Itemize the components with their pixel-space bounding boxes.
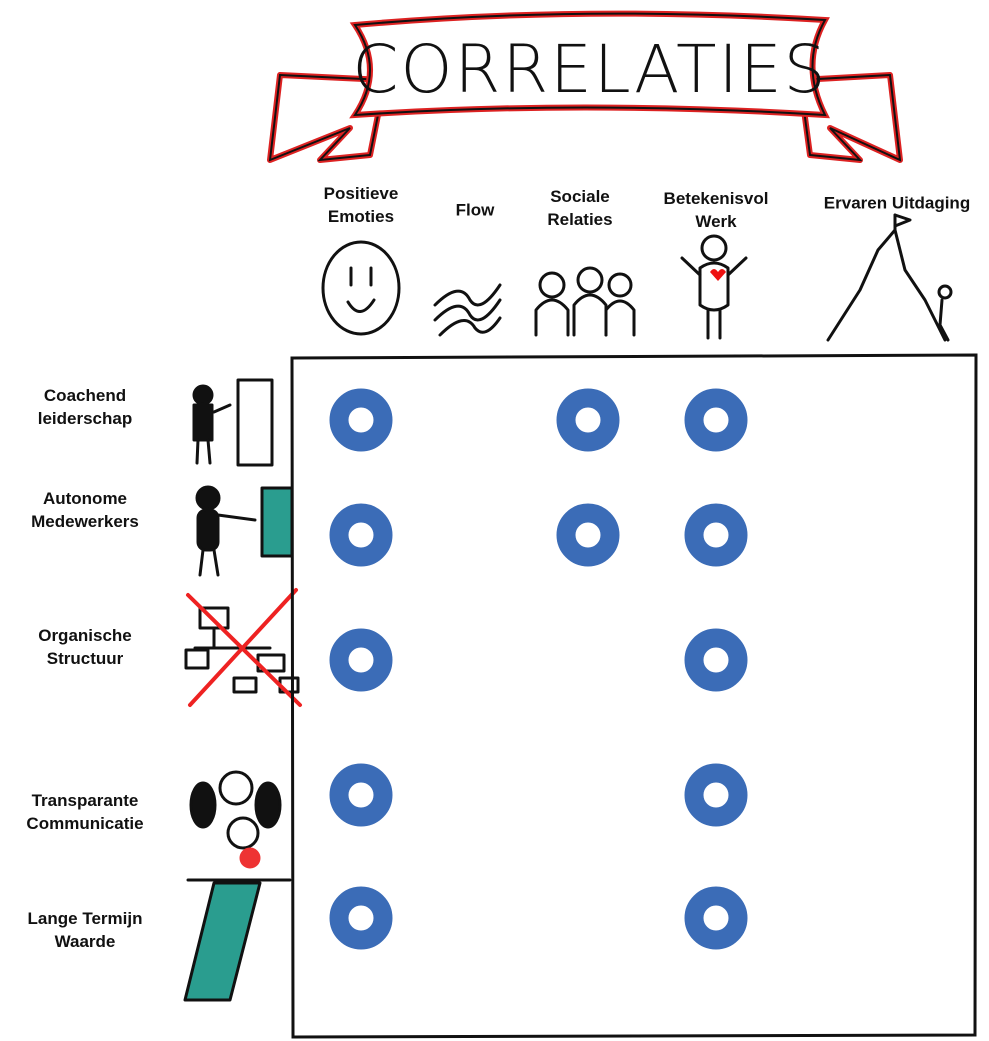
correlation-mark <box>684 503 748 567</box>
column-header: Betekenisvol Werk <box>663 189 769 231</box>
correlation-mark <box>556 503 620 567</box>
row-label: Organische Structuur <box>38 626 132 668</box>
column-header: Sociale Relaties <box>547 187 613 229</box>
row-label: Autonome Medewerkers <box>31 489 139 531</box>
column-header: Positieve Emoties <box>323 184 399 226</box>
correlation-mark <box>329 886 393 950</box>
column-icons <box>321 213 953 342</box>
heart <box>710 269 726 281</box>
correlation-mark <box>556 388 620 452</box>
correlation-mark <box>684 388 748 452</box>
correlation-mark <box>329 388 393 452</box>
matrix-frame <box>290 353 978 1039</box>
correlation-mark <box>329 503 393 567</box>
correlation-mark <box>684 628 748 692</box>
column-header: Ervaren Uitdaging <box>823 193 971 213</box>
row-label: Coachend leiderschap <box>37 386 133 428</box>
row-icons <box>183 378 302 1002</box>
title-banner: CORRELATIES <box>267 10 903 163</box>
correlation-mark <box>329 628 393 692</box>
correlation-mark <box>684 763 748 827</box>
row-label: Lange Termijn Waarde <box>27 909 143 951</box>
correlation-mark <box>684 886 748 950</box>
title: CORRELATIES <box>352 31 827 108</box>
correlation-mark <box>329 763 393 827</box>
column-header: Flow <box>455 200 495 220</box>
row-label: Transparante Communicatie <box>26 791 144 833</box>
